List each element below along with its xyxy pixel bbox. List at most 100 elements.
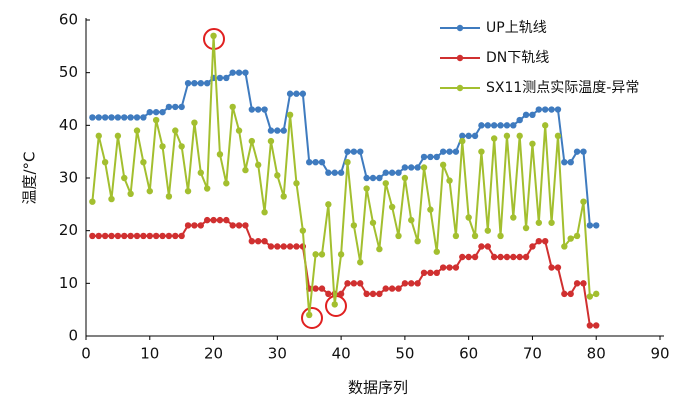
data-point <box>248 106 256 113</box>
data-point <box>89 232 96 240</box>
data-point <box>452 148 460 155</box>
data-point <box>172 127 179 134</box>
data-point <box>255 161 262 169</box>
data-point <box>312 251 319 258</box>
series-line <box>91 35 597 316</box>
data-point <box>184 222 192 229</box>
data-point <box>542 122 549 129</box>
data-point <box>420 164 428 171</box>
data-point <box>133 114 141 121</box>
data-point <box>140 159 147 166</box>
data-point <box>484 227 491 234</box>
data-point <box>535 219 543 226</box>
legend-label: SX11测点实际温度-异常 <box>486 80 639 96</box>
data-point <box>140 232 147 240</box>
data-point <box>140 114 147 121</box>
data-point <box>471 253 479 261</box>
data-point <box>503 122 511 129</box>
data-point <box>223 74 230 82</box>
data-point <box>312 285 319 292</box>
data-point <box>414 238 421 245</box>
data-point <box>548 264 555 271</box>
data-point <box>535 238 543 245</box>
data-point <box>522 111 530 119</box>
y-tick-label: 20 <box>59 221 78 239</box>
data-point <box>497 253 504 261</box>
data-point <box>242 69 249 76</box>
data-point <box>165 103 173 111</box>
data-point <box>484 243 491 250</box>
data-point <box>586 293 594 300</box>
data-point <box>159 143 166 150</box>
data-point <box>197 80 204 87</box>
data-point <box>306 311 313 319</box>
data-point <box>344 280 351 287</box>
data-point <box>350 148 358 155</box>
data-point <box>318 159 326 166</box>
data-point <box>101 159 109 166</box>
data-point <box>567 235 574 242</box>
data-point <box>401 280 409 287</box>
data-point <box>529 140 536 147</box>
data-point <box>567 290 574 298</box>
data-point <box>471 132 479 140</box>
data-point <box>210 32 217 39</box>
data-point <box>229 69 236 76</box>
data-point <box>388 203 396 211</box>
data-point <box>184 80 192 87</box>
data-point <box>248 238 256 245</box>
data-point <box>293 90 300 97</box>
x-tick-label: 0 <box>81 345 91 363</box>
data-point <box>267 243 275 250</box>
data-point <box>184 187 192 195</box>
data-point <box>191 119 198 126</box>
data-point <box>363 185 370 192</box>
data-point <box>274 172 281 179</box>
data-point <box>593 222 600 229</box>
data-point <box>133 232 141 240</box>
data-point <box>337 251 345 258</box>
data-point <box>593 322 600 329</box>
legend-marker <box>456 54 464 62</box>
data-point <box>554 264 562 271</box>
data-point <box>318 251 326 258</box>
data-point <box>369 174 377 182</box>
data-point <box>101 232 109 240</box>
data-point <box>178 103 185 111</box>
x-tick-label: 20 <box>204 345 223 363</box>
data-point <box>331 301 338 308</box>
data-point <box>165 193 173 200</box>
data-point <box>363 174 370 182</box>
data-point <box>114 114 122 121</box>
data-point <box>433 153 440 161</box>
data-point <box>159 108 166 116</box>
x-tick-label: 40 <box>332 345 351 363</box>
data-point <box>286 111 294 119</box>
data-point <box>586 322 594 329</box>
data-point <box>503 253 511 261</box>
data-point <box>325 290 332 298</box>
data-point <box>427 206 434 213</box>
y-axis-label: 温度/°C <box>21 151 39 204</box>
data-point <box>267 137 275 145</box>
data-point <box>152 116 160 124</box>
data-point <box>357 280 364 287</box>
data-point <box>242 166 249 174</box>
data-point <box>420 153 428 161</box>
data-point <box>357 259 364 266</box>
data-point <box>152 232 160 240</box>
data-point <box>203 80 211 87</box>
data-point <box>439 161 447 169</box>
data-point <box>478 243 485 250</box>
data-point <box>293 243 300 250</box>
data-point <box>235 127 243 134</box>
data-point <box>561 159 568 166</box>
data-point <box>331 169 338 176</box>
data-point <box>439 264 447 271</box>
data-point <box>255 106 262 113</box>
data-point <box>280 127 287 134</box>
data-point <box>516 253 523 261</box>
data-point <box>427 153 434 161</box>
data-point <box>510 253 517 261</box>
